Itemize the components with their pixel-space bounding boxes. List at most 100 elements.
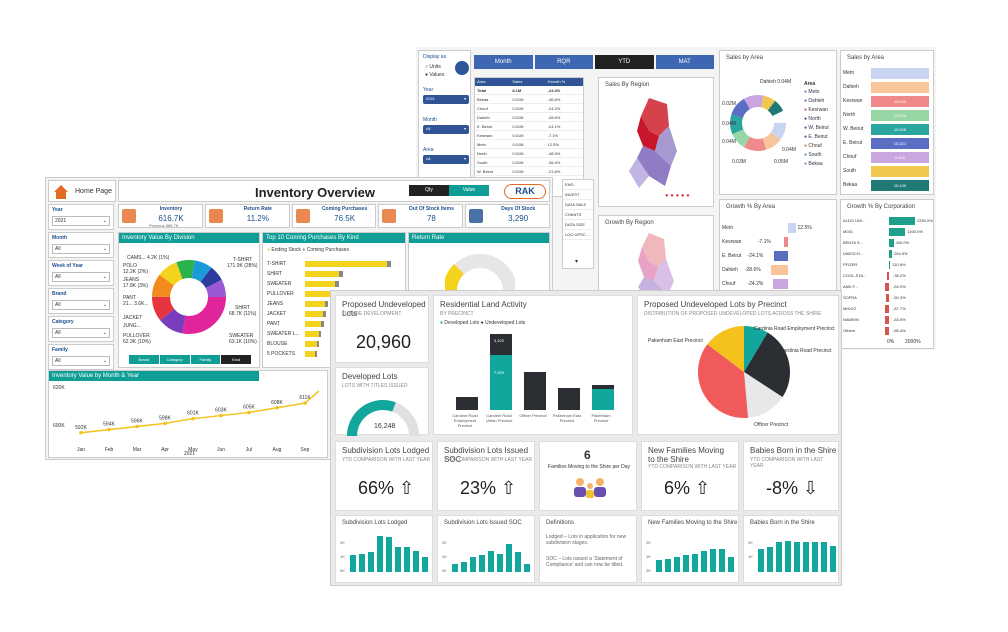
bar-card-bar[interactable] <box>395 547 401 572</box>
table-row[interactable]: E. Beirut 0.01M -24.1% <box>475 122 583 131</box>
sales-area-row[interactable]: North 13,000 <box>843 109 933 123</box>
bar-card-bar[interactable] <box>803 542 809 572</box>
growth-area-row[interactable]: Dahieh -28.6% <box>722 264 836 278</box>
corp-row[interactable]: SOFRA -50.3% <box>843 293 933 304</box>
bar-card-bar[interactable] <box>470 557 476 572</box>
qty-value-toggle[interactable]: Qty Value <box>409 185 489 196</box>
purchases-row[interactable]: JEANS <box>267 299 403 309</box>
sales-area-row[interactable]: Kesrwan 13,200 <box>843 95 933 109</box>
pie-slice[interactable] <box>744 326 768 372</box>
tab-brand[interactable]: Brand <box>129 355 159 364</box>
filter-dropdown[interactable]: All ⌄ <box>52 272 110 282</box>
legend-item[interactable]: ● South <box>804 152 838 161</box>
filter-dropdown[interactable]: All ⌄ <box>52 244 110 254</box>
table-row[interactable]: Metn 0.01M 12.5% <box>475 140 583 149</box>
bar-card-bar[interactable] <box>413 550 419 572</box>
tab-mat[interactable]: MAT <box>655 55 714 69</box>
corp-row[interactable]: COOL-STA... -35.2% <box>843 271 933 282</box>
bar-card-bar[interactable] <box>674 557 680 572</box>
value-toggle[interactable]: Value <box>449 185 489 196</box>
bar-card-bar[interactable] <box>656 560 662 572</box>
purchases-row[interactable]: SHIRT <box>267 269 403 279</box>
home-button[interactable]: Home Page <box>48 180 116 202</box>
tab-kind[interactable]: Kind <box>221 355 251 364</box>
residential-bar-undev[interactable] <box>456 397 478 410</box>
legend-item[interactable]: ● E. Beirut <box>804 134 838 143</box>
table-row[interactable]: North 0.01M -48.5% <box>475 149 583 158</box>
legend-item[interactable]: ● Dahieh <box>804 98 838 107</box>
corp-row[interactable]: NAWEIN -63.5% <box>843 315 933 326</box>
bar-card-bar[interactable] <box>785 540 791 572</box>
legend-item[interactable]: ● W. Beirut <box>804 125 838 134</box>
pie-slice[interactable] <box>744 372 783 418</box>
bar-card-bar[interactable] <box>767 547 773 572</box>
corp-row[interactable]: BENTA S... 400.0% <box>843 238 933 249</box>
legend-item[interactable]: ● Kesrwan <box>804 107 838 116</box>
sales-area-row[interactable]: Metn <box>843 67 933 81</box>
bar-card-bar[interactable] <box>692 553 698 572</box>
residential-bar-undev[interactable] <box>524 371 546 410</box>
corp-row[interactable]: Others -65.4% <box>843 326 933 337</box>
purchases-row[interactable]: SWEATER L... <box>267 329 403 339</box>
corp-row[interactable]: AND F... -64.9% <box>843 282 933 293</box>
bar-card-bar[interactable] <box>683 555 689 572</box>
sales-area-row[interactable]: Dahieh <box>843 81 933 95</box>
year-dropdown[interactable]: 2021 ▾ <box>423 95 469 104</box>
corp-row[interactable]: PFIZER 110.8% <box>843 260 933 271</box>
purchases-row[interactable]: SWEATER <box>267 279 403 289</box>
units-radio[interactable]: ○ Units <box>425 64 441 70</box>
tab-family[interactable]: Family <box>190 355 221 364</box>
table-row[interactable]: W. Beirut 0.01M -21.8% <box>475 167 583 176</box>
tab-rqr[interactable]: RQR <box>534 55 593 69</box>
sales-area-row[interactable]: E. Beirut 10,321 <box>843 137 933 151</box>
filter-dropdown[interactable]: All ⌄ <box>52 328 110 338</box>
dropdown-arrow-icon[interactable]: ▾ <box>575 259 579 265</box>
sales-area-row[interactable]: Chouf 9,626 <box>843 151 933 165</box>
qty-toggle[interactable]: Qty <box>409 185 449 196</box>
corp-row[interactable]: M031 1400.0% <box>843 227 933 238</box>
month-dropdown[interactable]: All ▾ <box>423 125 469 134</box>
filter-dropdown[interactable]: 2021 ⌄ <box>52 216 110 226</box>
bar-card-bar[interactable] <box>758 548 764 572</box>
legend-item[interactable]: ● Bekaa <box>804 161 838 170</box>
sales-area-row[interactable]: Bekaa 10,109 <box>843 179 933 193</box>
bar-card-bar[interactable] <box>701 550 707 572</box>
table-row[interactable]: Bekaa 0.01M -46.8% <box>475 95 583 104</box>
sales-area-row[interactable]: W. Beirut 10,528 <box>843 123 933 137</box>
table-row[interactable]: Kesrwan 0.01M -7.1% <box>475 131 583 140</box>
table-row[interactable]: Dahieh 0.01M -28.6% <box>475 113 583 122</box>
bar-card-bar[interactable] <box>506 543 512 572</box>
growth-area-row[interactable]: Kesrwan -7.1% <box>722 236 836 250</box>
bar-card-bar[interactable] <box>452 563 458 572</box>
bar-card-bar[interactable] <box>359 553 365 572</box>
purchases-row[interactable]: PANT <box>267 319 403 329</box>
table-row[interactable]: South 0.01M -36.4% <box>475 158 583 167</box>
growth-area-row[interactable]: E. Beirut -24.1% <box>722 250 836 264</box>
bar-card-bar[interactable] <box>710 548 716 572</box>
growth-area-row[interactable]: Metn 12.5% <box>722 222 836 236</box>
purchases-row[interactable]: BLOUSE <box>267 339 403 349</box>
residential-bar-undev[interactable] <box>558 388 580 410</box>
purchases-row[interactable]: 5 POCKETS <box>267 349 403 359</box>
bar-card-bar[interactable] <box>386 537 392 572</box>
bar-card-bar[interactable] <box>461 562 467 572</box>
gear-icon[interactable] <box>455 61 469 75</box>
area-dropdown[interactable]: All ▾ <box>423 155 469 164</box>
bar-card-bar[interactable] <box>350 555 356 572</box>
bar-card-bar[interactable] <box>665 558 671 572</box>
bar-card-bar[interactable] <box>515 552 521 572</box>
table-row[interactable]: Chouf 0.01M -24.2% <box>475 104 583 113</box>
residential-bar-dev[interactable] <box>592 389 614 410</box>
bar-card-bar[interactable] <box>488 550 494 572</box>
bar-card-bar[interactable] <box>497 553 503 572</box>
legend-item[interactable]: ● Chouf <box>804 143 838 152</box>
pie-slice[interactable] <box>707 326 744 372</box>
bar-card-bar[interactable] <box>368 552 374 572</box>
legend-item[interactable]: ● North <box>804 116 838 125</box>
bar-card-bar[interactable] <box>719 548 725 572</box>
legend-item[interactable]: ● Metn <box>804 89 838 98</box>
corp-row[interactable]: ALDO UNI... 2250.0% <box>843 216 933 227</box>
bar-card-bar[interactable] <box>776 542 782 572</box>
purchases-row[interactable]: T-SHIRT <box>267 259 403 269</box>
bar-card-bar[interactable] <box>404 547 410 572</box>
